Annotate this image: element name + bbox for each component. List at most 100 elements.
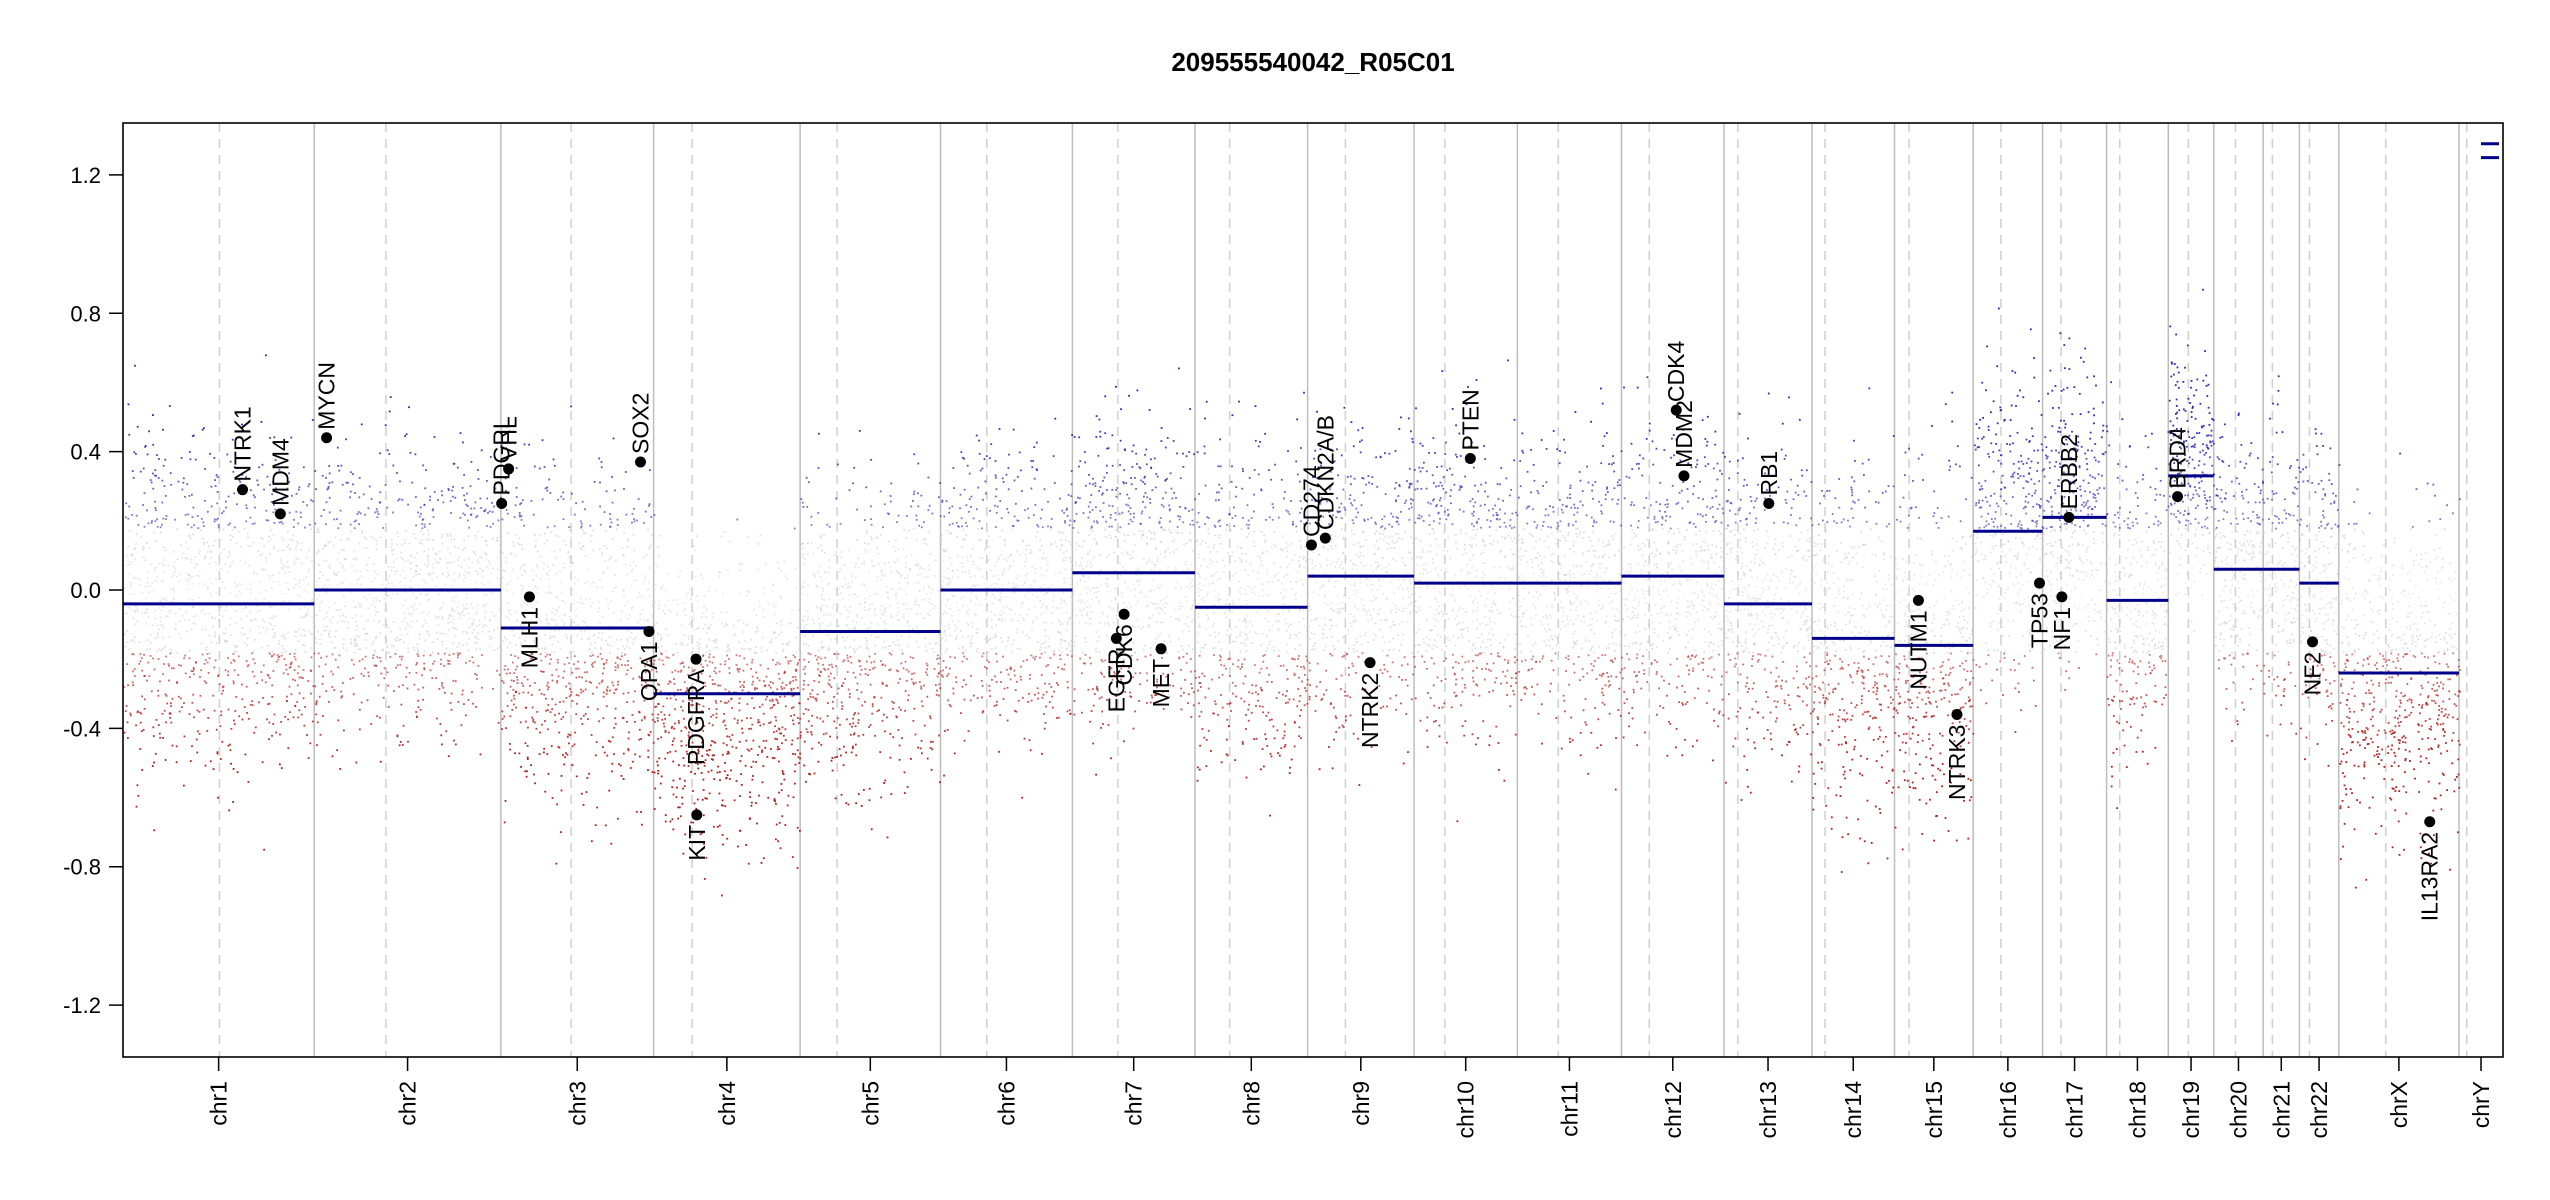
probe-point [852, 745, 854, 748]
probe-point [1031, 585, 1034, 588]
probe-point [864, 668, 867, 670]
probe-point [359, 648, 362, 651]
probe-point [646, 684, 648, 687]
probe-point [188, 713, 191, 715]
probe-point [736, 668, 739, 671]
probe-point [453, 739, 455, 742]
probe-point [354, 492, 356, 494]
probe-point [608, 636, 611, 639]
probe-point [852, 733, 855, 736]
probe-point [629, 564, 632, 567]
probe-point [355, 605, 357, 608]
probe-point [319, 733, 322, 736]
probe-point [242, 633, 244, 636]
probe-point [802, 668, 805, 671]
probe-point [852, 593, 855, 596]
probe-point [790, 687, 793, 690]
probe-point [273, 504, 275, 506]
probe-point [355, 645, 358, 647]
probe-point [905, 515, 908, 517]
probe-point [476, 610, 479, 613]
probe-point [392, 548, 395, 551]
probe-point [716, 771, 719, 774]
probe-point [792, 719, 794, 722]
probe-point [621, 547, 624, 550]
probe-point [945, 500, 948, 502]
probe-point [155, 509, 157, 512]
probe-point [424, 563, 427, 565]
probe-point [707, 628, 710, 630]
probe-point [416, 715, 418, 718]
probe-point [613, 692, 615, 694]
probe-point [628, 647, 631, 649]
probe-point [782, 773, 785, 776]
probe-point [256, 479, 259, 482]
probe-point [201, 653, 204, 656]
probe-point [1046, 559, 1049, 562]
probe-point [277, 549, 280, 552]
probe-point [806, 618, 809, 621]
probe-point [769, 699, 771, 702]
probe-point [352, 600, 355, 603]
probe-point [272, 670, 275, 672]
probe-point [595, 741, 598, 743]
probe-point [817, 512, 820, 514]
probe-point [870, 621, 873, 624]
probe-point [197, 527, 200, 529]
probe-point [312, 600, 314, 603]
probe-point [457, 564, 460, 567]
probe-point [463, 494, 465, 497]
probe-point [233, 660, 236, 663]
probe-point [512, 544, 515, 547]
probe-point [886, 591, 889, 593]
probe-point [951, 522, 954, 525]
probe-point [835, 608, 838, 611]
probe-point [316, 531, 318, 534]
probe-point [812, 635, 814, 637]
probe-point [966, 556, 968, 559]
probe-point [357, 511, 360, 513]
probe-point [132, 617, 135, 619]
probe-point [968, 498, 971, 500]
probe-point [153, 829, 156, 832]
probe-point [985, 542, 987, 545]
probe-point [237, 655, 240, 658]
probe-point [512, 703, 515, 706]
probe-point [775, 622, 778, 625]
probe-point [817, 760, 820, 763]
probe-point [736, 518, 739, 521]
probe-point [1013, 479, 1016, 482]
probe-point [241, 607, 244, 610]
probe-point [1067, 494, 1070, 496]
probe-point [505, 561, 507, 564]
probe-point [272, 628, 274, 630]
probe-point [219, 568, 222, 570]
probe-point [621, 652, 623, 654]
probe-point [989, 637, 992, 640]
probe-point [274, 634, 276, 637]
probe-point [325, 501, 328, 504]
probe-point [731, 707, 733, 709]
probe-point [192, 606, 195, 609]
probe-point [925, 592, 928, 595]
probe-point [652, 741, 655, 744]
probe-point [601, 679, 604, 682]
probe-point [869, 724, 872, 726]
probe-point [971, 635, 973, 638]
probe-point [135, 605, 138, 608]
probe-point [917, 581, 920, 584]
probe-point [434, 615, 437, 618]
probe-point [856, 508, 858, 511]
probe-point [582, 602, 585, 605]
probe-point [520, 566, 522, 568]
probe-point [1048, 637, 1050, 640]
probe-point [161, 479, 164, 482]
probe-point [518, 752, 521, 755]
probe-point [492, 537, 494, 540]
probe-point [409, 554, 412, 557]
probe-point [1065, 612, 1068, 614]
probe-point [1027, 608, 1030, 611]
probe-point [817, 547, 819, 550]
probe-point [896, 571, 899, 574]
probe-point [848, 489, 851, 492]
